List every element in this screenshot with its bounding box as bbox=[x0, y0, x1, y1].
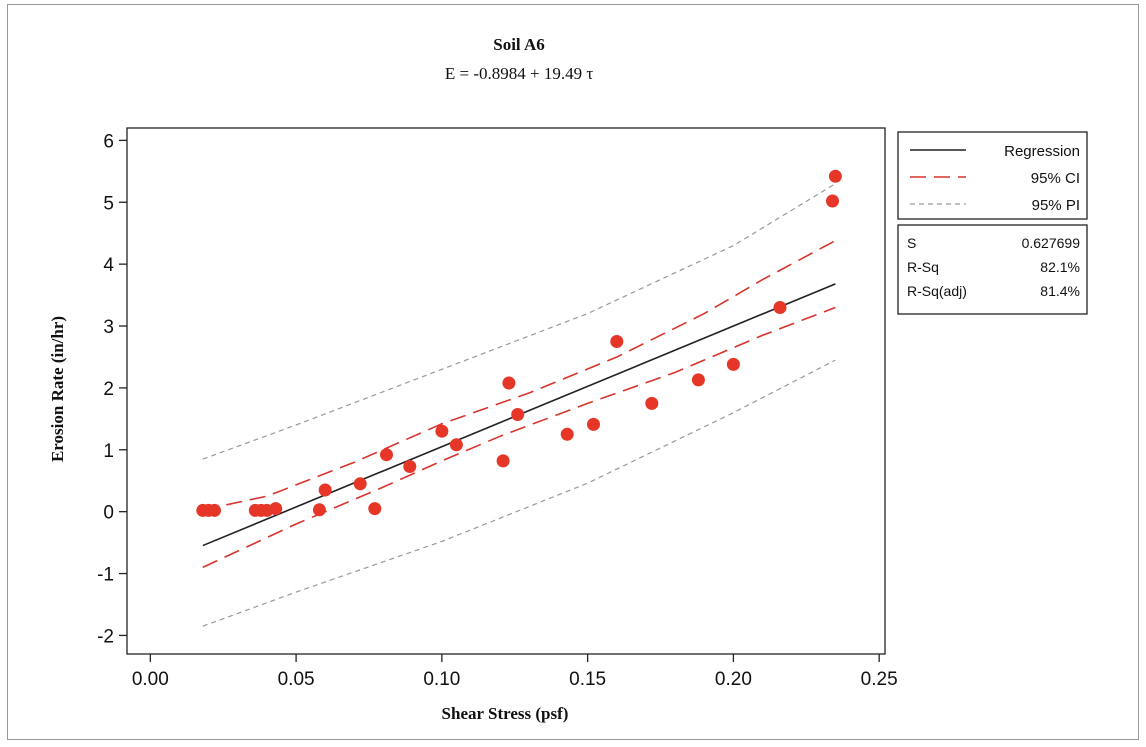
stats-box-border bbox=[897, 224, 1088, 315]
y-tick-label: 1 bbox=[103, 441, 114, 462]
legend-label: 95% PI bbox=[1032, 197, 1080, 214]
x-axis: 0.00 0.05 0.10 0.15 0.20 0.25 bbox=[132, 654, 898, 690]
chart-title: Soil A6 bbox=[493, 35, 545, 54]
data-points bbox=[196, 169, 842, 517]
data-point bbox=[435, 424, 449, 438]
data-point bbox=[773, 301, 787, 314]
y-tick-label: 3 bbox=[103, 317, 114, 338]
y-tick-label: 2 bbox=[103, 379, 114, 400]
data-point bbox=[826, 194, 839, 208]
regression-equation: E = -0.8984 + 19.49 τ bbox=[445, 64, 593, 83]
y-tick-label: -1 bbox=[97, 565, 114, 586]
y-tick-label: 6 bbox=[103, 131, 114, 152]
data-point bbox=[496, 454, 510, 468]
stat-value: 81.4% bbox=[1040, 283, 1080, 299]
x-axis-label: Shear Stress (psf) bbox=[442, 704, 569, 723]
data-point bbox=[691, 373, 705, 387]
x-tick-label: 0.05 bbox=[278, 669, 315, 690]
pi-lower-line bbox=[202, 359, 836, 627]
pi-upper-line bbox=[202, 183, 836, 460]
y-axis: -2 -1 0 1 2 3 4 5 6 bbox=[97, 131, 127, 647]
stat-name: R-Sq bbox=[907, 259, 939, 275]
y-tick-label: -2 bbox=[97, 626, 114, 647]
data-point bbox=[449, 438, 463, 452]
data-point bbox=[828, 169, 842, 183]
data-point bbox=[318, 483, 332, 497]
data-point bbox=[208, 503, 221, 517]
y-tick-label: 5 bbox=[103, 193, 114, 214]
x-tick-label: 0.15 bbox=[569, 669, 606, 690]
data-point bbox=[511, 408, 525, 421]
legend: Regression 95% CI 95% PI bbox=[897, 131, 1088, 220]
prediction-interval-lines bbox=[202, 183, 836, 627]
stat-value: 0.627699 bbox=[1022, 235, 1081, 251]
data-point bbox=[587, 417, 600, 431]
legend-label: 95% CI bbox=[1031, 170, 1080, 187]
data-point bbox=[560, 427, 574, 441]
data-point bbox=[380, 448, 393, 462]
data-point bbox=[726, 357, 740, 371]
stat-name: S bbox=[907, 235, 916, 251]
data-point bbox=[502, 376, 516, 390]
x-tick-label: 0.00 bbox=[132, 669, 169, 690]
plot-area bbox=[126, 127, 886, 655]
y-tick-label: 0 bbox=[103, 503, 114, 524]
y-tick-label: 4 bbox=[103, 255, 114, 276]
data-point bbox=[312, 503, 326, 517]
legend-label: Regression bbox=[1004, 143, 1080, 160]
x-tick-label: 0.10 bbox=[423, 669, 460, 690]
data-point bbox=[353, 477, 367, 491]
stat-value: 82.1% bbox=[1040, 259, 1080, 275]
ci-lower-line bbox=[202, 306, 836, 569]
stats-box: S 0.627699 R-Sq 82.1% R-Sq(adj) 81.4% bbox=[897, 224, 1088, 315]
x-tick-label: 0.25 bbox=[861, 669, 898, 690]
figure-frame bbox=[7, 4, 1139, 740]
ci-upper-line bbox=[202, 239, 836, 511]
y-axis-label: Erosion Rate (in/hr) bbox=[48, 316, 67, 462]
data-point bbox=[269, 502, 283, 516]
data-point bbox=[368, 502, 382, 516]
data-point bbox=[645, 396, 659, 410]
data-point bbox=[403, 460, 417, 473]
data-point bbox=[610, 335, 624, 348]
stat-name: R-Sq(adj) bbox=[907, 283, 967, 299]
x-tick-label: 0.20 bbox=[715, 669, 752, 690]
confidence-interval-lines bbox=[202, 239, 836, 569]
